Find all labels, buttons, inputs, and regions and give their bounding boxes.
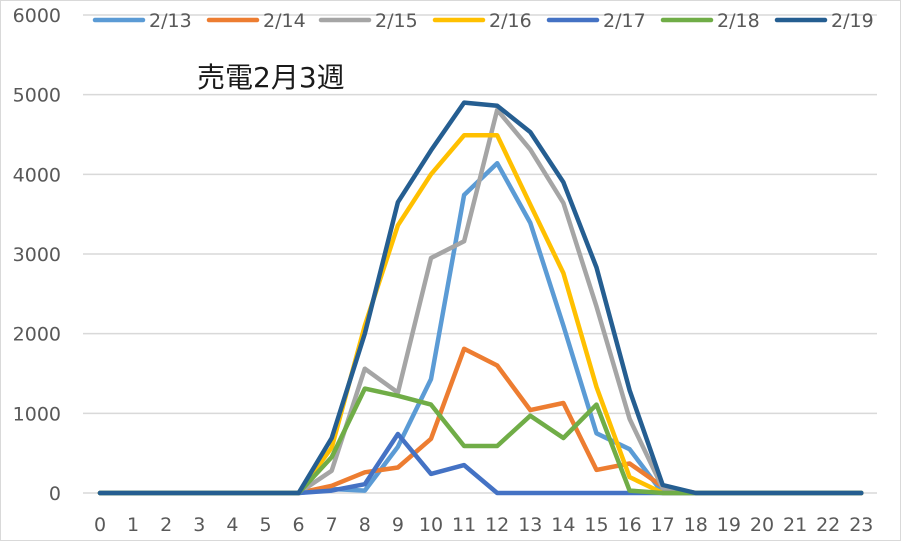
y-tick-label: 4000	[13, 164, 61, 186]
y-tick-label: 2000	[13, 324, 61, 346]
series-lines	[97, 100, 864, 496]
x-tick-label: 10	[419, 514, 443, 536]
x-tick-label: 16	[618, 514, 642, 536]
x-tick-label: 20	[750, 514, 774, 536]
x-tick-label: 21	[783, 514, 807, 536]
legend-label: 2/16	[489, 10, 532, 32]
legend-item: 2/14	[206, 10, 306, 32]
x-tick-label: 6	[293, 514, 305, 536]
x-tick-label: 11	[452, 514, 476, 536]
legend-item: 2/13	[92, 10, 192, 32]
x-axis-tick-labels: 0 1 2 3 4 5 6 7 8 9 10 11 12 13 14 15 16 17 18 19 20 21 22 23	[94, 514, 873, 536]
x-tick-label: 23	[849, 514, 873, 536]
series-line-2-13	[97, 160, 864, 496]
series-line-2-17	[97, 431, 864, 496]
x-tick-label: 14	[551, 514, 575, 536]
legend-label: 2/14	[263, 10, 306, 32]
x-tick-label: 5	[259, 514, 271, 536]
series-line-2-16	[97, 133, 864, 496]
x-tick-label: 13	[518, 514, 542, 536]
legend-item: 2/19	[774, 10, 874, 32]
legend-label: 2/17	[603, 10, 646, 32]
x-tick-label: 7	[326, 514, 338, 536]
y-tick-label: 0	[49, 483, 61, 505]
y-tick-label: 3000	[13, 244, 61, 266]
x-tick-label: 2	[160, 514, 172, 536]
y-tick-label: 6000	[13, 5, 61, 27]
legend-item: 2/16	[432, 10, 532, 32]
x-tick-label: 3	[193, 514, 205, 536]
series-line-2-15	[97, 107, 864, 496]
legend-label: 2/13	[149, 10, 192, 32]
x-tick-label: 17	[651, 514, 675, 536]
legend: 2/13 2/14 2/15 2/16 2/17 2/18 2/19	[92, 10, 874, 32]
legend-label: 2/18	[717, 10, 760, 32]
legend-label: 2/19	[831, 10, 874, 32]
x-tick-label: 22	[816, 514, 840, 536]
x-tick-label: 8	[359, 514, 371, 536]
legend-item: 2/17	[546, 10, 646, 32]
x-tick-label: 12	[485, 514, 509, 536]
legend-item: 2/15	[318, 10, 418, 32]
legend-label: 2/15	[375, 10, 418, 32]
x-tick-label: 0	[94, 514, 106, 536]
x-tick-label: 9	[392, 514, 404, 536]
chart-title: 売電2月3週	[197, 61, 345, 94]
legend-item: 2/18	[660, 10, 760, 32]
x-tick-label: 1	[127, 514, 139, 536]
x-tick-label: 15	[584, 514, 608, 536]
series-line-2-14	[97, 346, 864, 496]
y-axis-tick-labels: 0 1000 2000 3000 4000 5000 6000	[13, 5, 61, 505]
x-tick-label: 4	[226, 514, 238, 536]
x-tick-label: 18	[684, 514, 708, 536]
series-line-2-19	[97, 100, 864, 496]
x-tick-label: 19	[717, 514, 741, 536]
y-tick-label: 5000	[13, 85, 61, 107]
y-tick-label: 1000	[13, 403, 61, 425]
